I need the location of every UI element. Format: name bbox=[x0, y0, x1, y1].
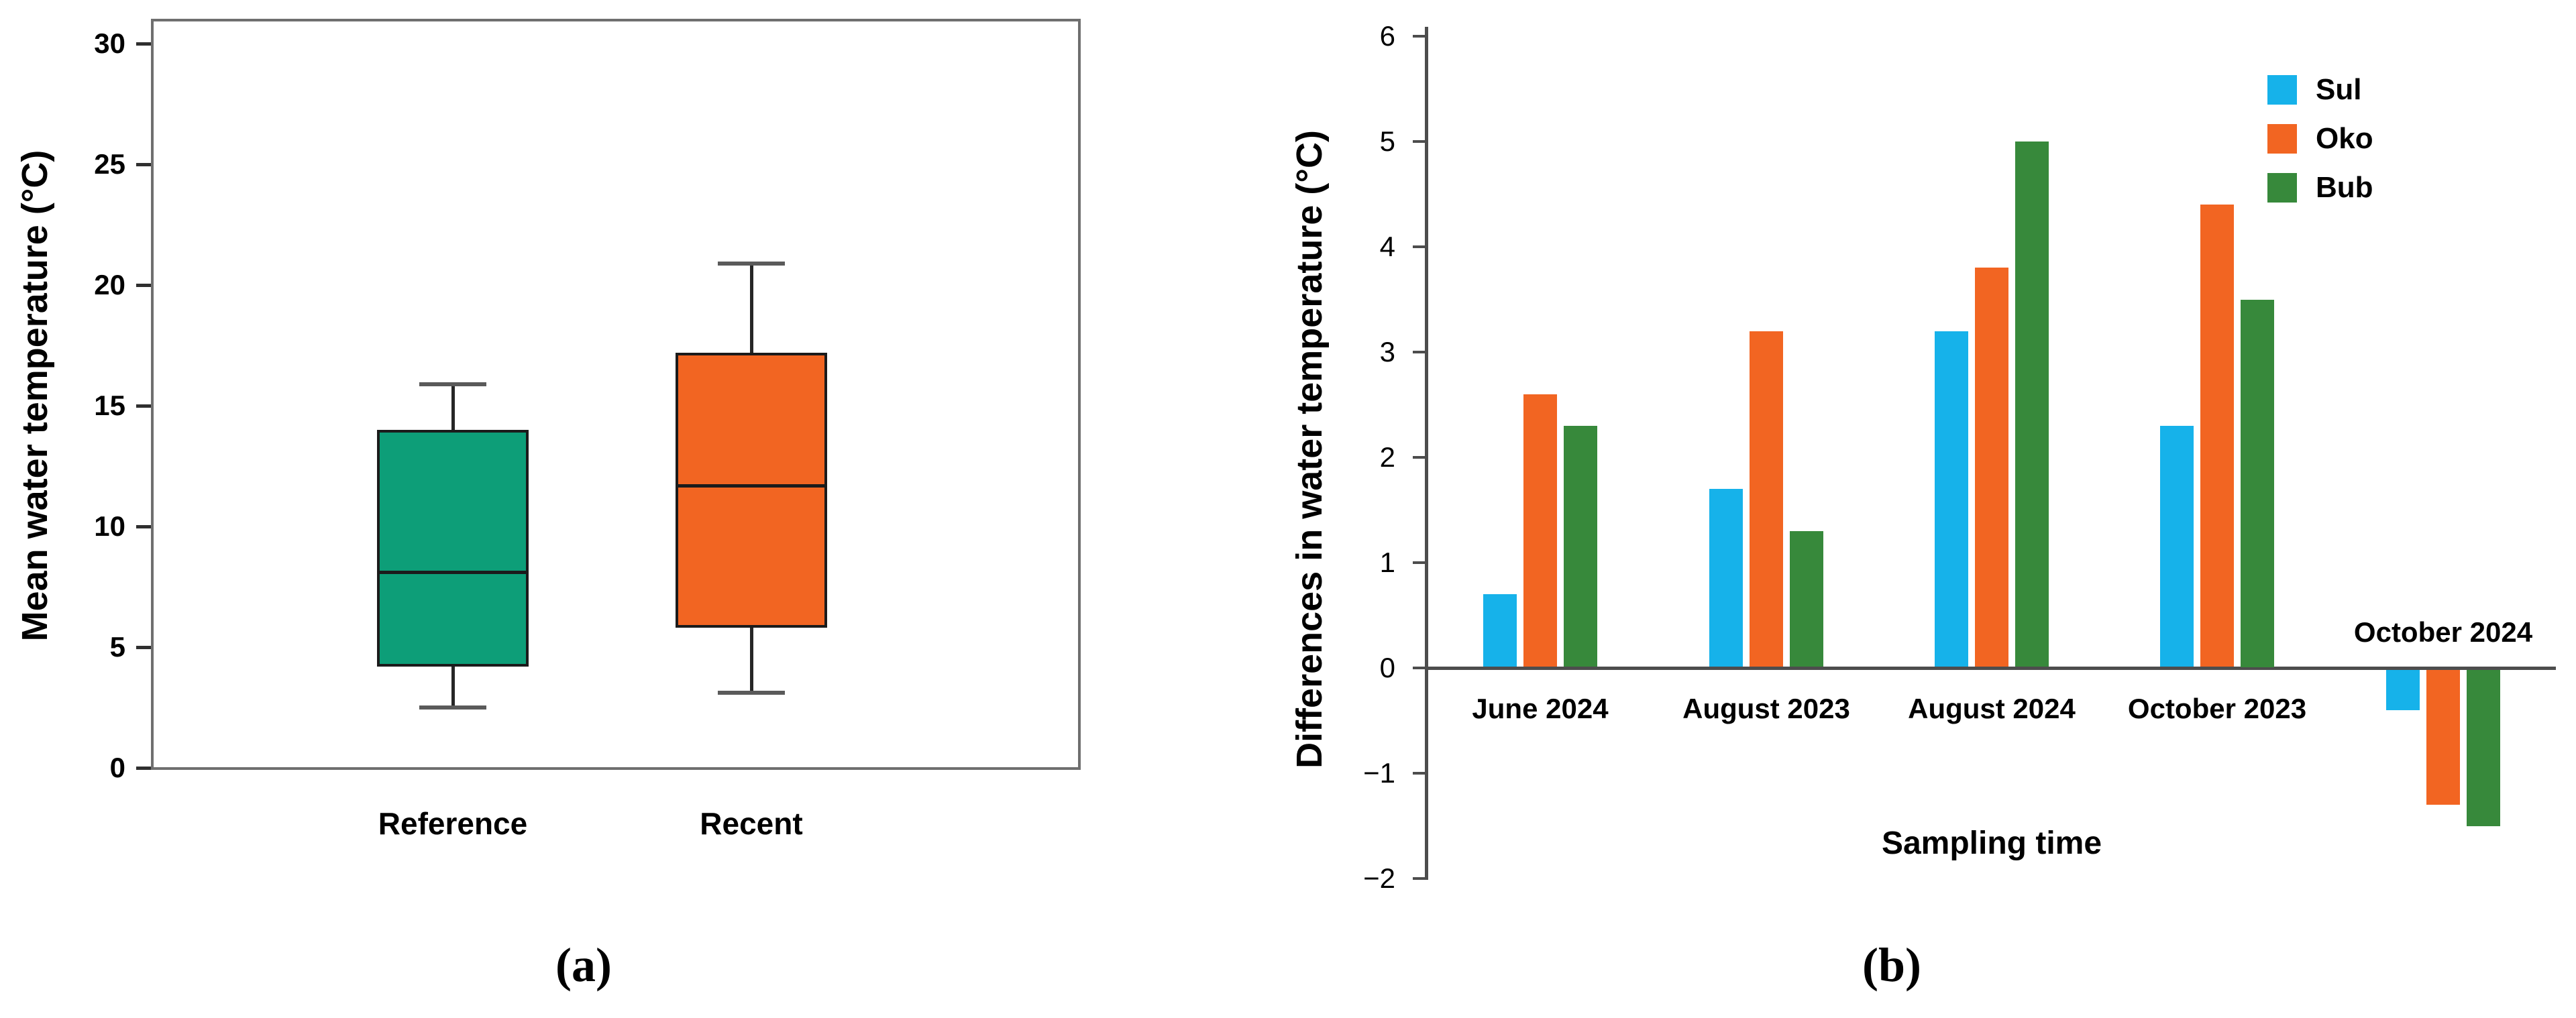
bar-bub bbox=[1564, 426, 1597, 667]
y-axis-tick bbox=[1413, 351, 1425, 353]
category-label: June 2024 bbox=[1472, 693, 1609, 724]
y-axis-tick-label: 6 bbox=[1379, 20, 1395, 52]
y-axis-tick-label: 30 bbox=[94, 27, 125, 59]
category-label: October 2023 bbox=[2127, 693, 2307, 724]
y-axis-tick bbox=[1413, 245, 1425, 248]
whisker-cap-bottom bbox=[419, 705, 486, 710]
y-axis-tick bbox=[136, 284, 151, 287]
bar-sul bbox=[1483, 594, 1517, 667]
bar-sul bbox=[1709, 489, 1743, 667]
y-axis-tick-label: 3 bbox=[1379, 336, 1395, 367]
barchart-panel-b: 6 5 4 3 2 1 0 −1 −2 June 2024 August 2023 August 20… bbox=[1363, 20, 2556, 894]
y-axis-tick-label: −1 bbox=[1363, 757, 1395, 789]
bar-oko bbox=[1523, 394, 1557, 667]
bar-sul bbox=[1935, 331, 1968, 667]
y-axis-tick-label: 10 bbox=[94, 510, 125, 542]
y-axis-tick bbox=[1413, 877, 1425, 880]
bar-oko bbox=[1750, 331, 1783, 667]
bar-oko bbox=[1975, 268, 2008, 667]
y-axis-tick bbox=[1413, 140, 1425, 143]
legend-label-bub: Bub bbox=[2316, 171, 2373, 204]
y-axis-tick bbox=[1413, 561, 1425, 564]
y-axis-tick bbox=[1413, 456, 1425, 459]
bar-sul bbox=[2386, 670, 2420, 710]
y-axis-tick bbox=[136, 767, 151, 770]
y-axis-tick-label: 4 bbox=[1379, 231, 1395, 262]
x-axis-zero-line bbox=[1426, 667, 2556, 670]
legend-swatch-sul bbox=[2267, 75, 2297, 105]
category-label: Reference bbox=[378, 806, 528, 841]
y-axis-tick-label: 20 bbox=[94, 269, 125, 300]
panel-b-label: (b) bbox=[1862, 938, 1921, 992]
whisker-cap-top bbox=[419, 382, 486, 386]
bar-bub bbox=[2241, 300, 2274, 667]
y-axis-tick bbox=[136, 404, 151, 408]
y-axis-tick-label: 2 bbox=[1379, 441, 1395, 473]
category-label: August 2023 bbox=[1682, 693, 1850, 724]
panel-b-x-axis-title: Sampling time bbox=[1881, 826, 2102, 861]
plot-frame bbox=[151, 19, 1081, 770]
y-axis-tick bbox=[136, 42, 151, 46]
y-axis-tick bbox=[136, 525, 151, 528]
panel-a-label: (a) bbox=[555, 938, 612, 992]
whisker-cap-top bbox=[718, 262, 785, 266]
y-axis-tick-label: 5 bbox=[109, 631, 125, 663]
category-label: Recent bbox=[700, 806, 803, 841]
bar-bub bbox=[2467, 670, 2500, 826]
legend-label-sul: Sul bbox=[2316, 73, 2362, 106]
box bbox=[377, 430, 529, 667]
boxplot-panel-a: 0 5 10 15 20 25 30 Reference Recent bbox=[0, 0, 1140, 1018]
y-axis-tick-label: −2 bbox=[1363, 862, 1395, 894]
bar-sul bbox=[2160, 426, 2194, 667]
y-axis-tick-label: 15 bbox=[94, 390, 125, 421]
legend-label-oko: Oko bbox=[2316, 122, 2373, 155]
y-axis-tick bbox=[136, 163, 151, 166]
y-axis-tick bbox=[1413, 772, 1425, 775]
y-axis-tick bbox=[136, 646, 151, 649]
y-axis-tick bbox=[1413, 35, 1425, 38]
whisker-cap-bottom bbox=[718, 691, 785, 695]
median-line bbox=[377, 571, 529, 574]
y-axis-tick-label: 0 bbox=[1379, 652, 1395, 683]
legend-swatch-bub bbox=[2267, 173, 2297, 203]
y-axis-tick-label: 1 bbox=[1379, 547, 1395, 578]
y-axis-tick-label: 0 bbox=[109, 752, 125, 783]
y-axis-tick bbox=[1413, 667, 1425, 669]
category-label: October 2024 bbox=[2353, 616, 2533, 648]
category-label: August 2024 bbox=[1908, 693, 2076, 724]
bar-oko bbox=[2426, 670, 2460, 805]
median-line bbox=[676, 484, 827, 488]
box bbox=[676, 353, 827, 628]
y-axis-tick-label: 25 bbox=[94, 148, 125, 180]
legend-swatch-oko bbox=[2267, 124, 2297, 154]
bar-oko bbox=[2200, 205, 2234, 667]
y-axis-tick-label: 5 bbox=[1379, 125, 1395, 157]
bar-bub bbox=[2015, 142, 2049, 667]
y-axis-line bbox=[1425, 27, 1428, 880]
bar-bub bbox=[1790, 531, 1823, 667]
